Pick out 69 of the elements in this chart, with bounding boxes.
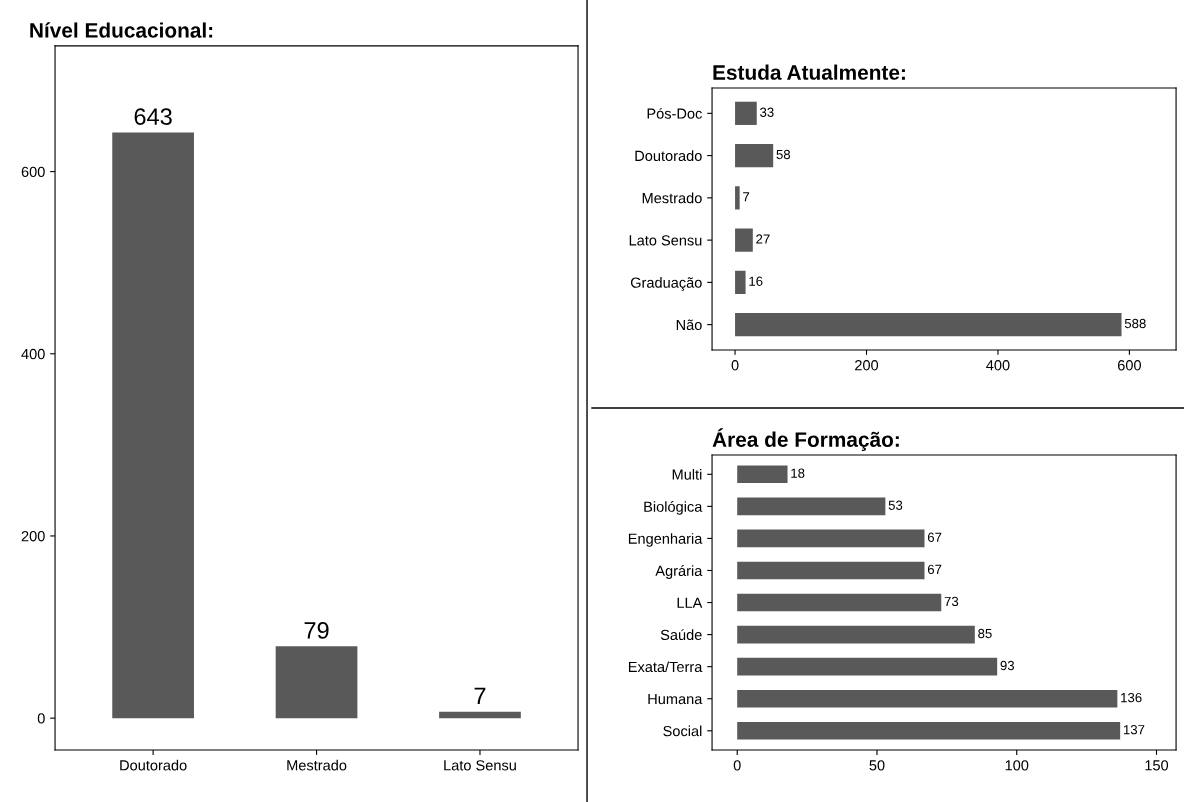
- y-tick-label: Engenharia: [628, 533, 703, 547]
- y-tick-label: Mestrado: [642, 192, 702, 204]
- y-tick-label: 400: [21, 348, 45, 360]
- bar: [737, 721, 1121, 740]
- x-tick-label: 400: [986, 360, 1010, 371]
- y-tick-label: 0: [37, 713, 45, 724]
- data-label: 93: [1000, 660, 1015, 671]
- y-tick-label: 200: [21, 531, 45, 542]
- bar: [735, 270, 746, 294]
- data-label: 73: [944, 596, 959, 607]
- data-label: 67: [927, 532, 942, 542]
- data-label: 27: [756, 234, 770, 244]
- y-tick-label: Lato Sensu: [629, 235, 702, 246]
- data-label: 7: [474, 687, 486, 705]
- bar: [112, 132, 194, 719]
- x-tick-label: 0: [733, 760, 741, 771]
- data-label: 136: [1121, 692, 1142, 703]
- y-tick-label: Graduação: [630, 277, 702, 291]
- y-tick-label: LLA: [677, 597, 703, 608]
- data-label: 16: [749, 276, 763, 286]
- x-tick-label: Doutorado: [120, 759, 187, 771]
- data-label: 18: [791, 468, 805, 478]
- y-tick-label: 600: [21, 166, 45, 178]
- y-tick-label: Agrária: [655, 565, 703, 579]
- y-tick-label: Social: [663, 725, 702, 737]
- bar: [737, 465, 788, 484]
- x-tick-label: Lato Sensu: [444, 760, 516, 771]
- y-tick-label: Saúde: [660, 629, 702, 641]
- bar: [737, 529, 925, 548]
- x-tick-label: 600: [1117, 360, 1141, 371]
- data-label: 137: [1123, 724, 1145, 735]
- data-label: 79: [304, 622, 329, 639]
- bar: [735, 228, 753, 252]
- y-tick-label: Pós-Doc: [647, 107, 702, 119]
- data-label: 85: [978, 628, 992, 639]
- data-label: 67: [927, 564, 942, 575]
- bar: [737, 689, 1118, 708]
- data-label: 53: [888, 500, 903, 510]
- bar: [737, 593, 942, 612]
- bar: [735, 186, 740, 210]
- y-tick-label: Multi: [672, 469, 702, 480]
- y-tick-label: Biológica: [644, 500, 703, 515]
- chart-title: Estuda Atualmente:: [713, 64, 905, 80]
- y-tick-label: Exata/Terra: [628, 661, 703, 673]
- bar: [735, 313, 1122, 337]
- chart-title: Área de Formação:: [712, 428, 899, 452]
- chart-title: Nível Educacional:: [30, 22, 213, 38]
- bar: [737, 497, 886, 516]
- x-tick-label: 200: [855, 360, 879, 371]
- bar: [735, 101, 757, 125]
- y-tick-label: Não: [676, 319, 702, 331]
- data-label: 58: [776, 149, 791, 160]
- data-label: 7: [743, 192, 750, 202]
- y-tick-label: Humana: [648, 693, 703, 705]
- bar: [737, 625, 975, 644]
- data-label: 643: [134, 108, 172, 125]
- x-tick-label: Mestrado: [287, 759, 347, 771]
- x-tick-label: 100: [1005, 760, 1029, 771]
- bar: [735, 143, 774, 168]
- x-tick-label: 150: [1145, 760, 1169, 771]
- bar: [737, 657, 998, 676]
- data-label: 588: [1124, 318, 1146, 329]
- x-tick-label: 0: [731, 360, 739, 371]
- bar: [439, 711, 521, 719]
- bar: [737, 561, 925, 580]
- data-label: 33: [760, 107, 774, 117]
- x-tick-label: 50: [869, 760, 885, 771]
- bar: [275, 646, 358, 719]
- y-tick-label: Doutorado: [635, 150, 702, 162]
